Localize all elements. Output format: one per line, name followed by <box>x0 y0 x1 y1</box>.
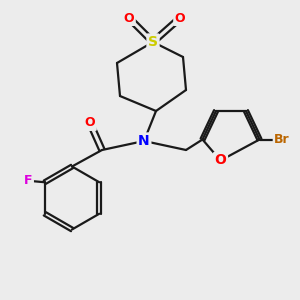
Text: N: N <box>138 134 150 148</box>
Text: O: O <box>175 11 185 25</box>
Text: O: O <box>85 116 95 130</box>
Text: Br: Br <box>274 133 290 146</box>
Text: S: S <box>148 35 158 49</box>
Text: F: F <box>24 174 32 187</box>
Text: O: O <box>124 11 134 25</box>
Text: O: O <box>214 154 226 167</box>
